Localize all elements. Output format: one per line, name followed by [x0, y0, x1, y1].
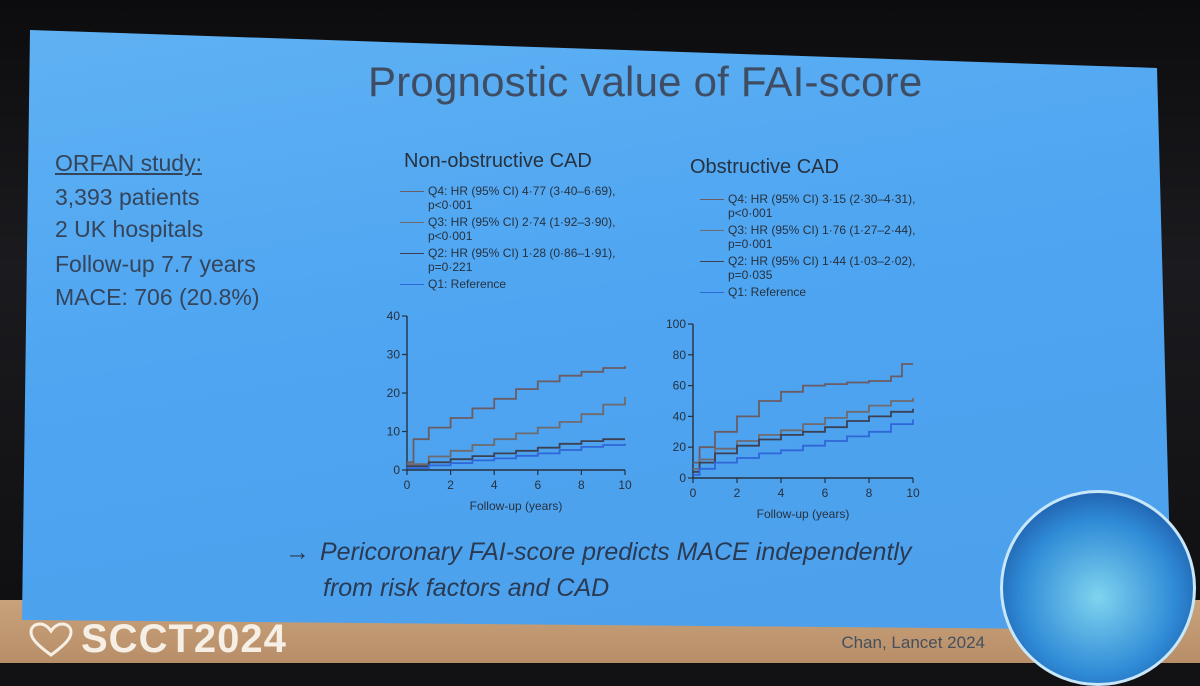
study-mace: MACE: 706 (20.8%): [55, 284, 260, 310]
x-tick-label: 0: [404, 478, 411, 492]
y-tick-label: 30: [387, 348, 401, 362]
x-tick-label: 6: [822, 486, 829, 500]
series-line-q2: [693, 408, 914, 473]
legend-label: Q4: HR (95% CI) 4·77 (3·40–6·69),: [428, 184, 616, 198]
conclusion-text: → Pericoronary FAI-score predicts MACE in…: [285, 534, 911, 606]
heart-emblem-icon: [1000, 490, 1196, 686]
slide-title: Prognostic value of FAI-score: [368, 58, 923, 105]
legend-item-q1: Q1: Reference: [400, 277, 615, 291]
x-tick-label: 8: [578, 478, 585, 492]
series-line-q1: [407, 443, 626, 469]
slide-panel: [22, 30, 1172, 630]
legend-item-q2: Q2: HR (95% CI) 1·44 (1·03–2·02), p=0·035: [700, 254, 915, 282]
x-axis-label: Follow-up (years): [470, 499, 563, 513]
legend-label-p: p<0·001: [728, 206, 773, 220]
study-followup: Follow-up 7.7 years: [55, 251, 256, 277]
x-tick-label: 2: [447, 478, 454, 492]
legend-item-q2: Q2: HR (95% CI) 1·28 (0·86–1·91), p=0·221: [400, 246, 615, 274]
y-tick-label: 0: [393, 463, 400, 477]
legend-label: Q2: HR (95% CI) 1·44 (1·03–2·02),: [728, 254, 916, 268]
x-tick-label: 0: [690, 486, 697, 500]
heart-outline-icon: [29, 622, 73, 657]
citation: Chan, Lancet 2024: [841, 633, 985, 652]
y-tick-label: 40: [673, 409, 687, 423]
series-line-q1: [693, 419, 914, 476]
legend-swatch-q1: [700, 292, 724, 293]
legend-swatch-q3: [700, 230, 724, 231]
legend-item-q1: Q1: Reference: [700, 285, 915, 299]
legend-item-q3: Q3: HR (95% CI) 1·76 (1·27–2·44), p=0·001: [700, 223, 915, 251]
legend-label: Q3: HR (95% CI) 1·76 (1·27–2·44),: [728, 223, 916, 237]
legend-swatch-q2: [400, 253, 424, 254]
legend-swatch-q4: [400, 191, 424, 192]
conclusion-line-2: from risk factors and CAD: [323, 574, 610, 602]
arrow-right-icon: →: [285, 538, 310, 566]
legend-label: Q3: HR (95% CI) 2·74 (1·92–3·90),: [428, 215, 616, 229]
series-line-q2: [407, 438, 625, 467]
legend-label-p: p<0·001: [428, 198, 473, 212]
scct-logo: SCCT2024: [25, 617, 287, 662]
y-tick-label: 0: [679, 471, 686, 485]
series-line-q4: [407, 366, 626, 464]
y-tick-label: 100: [666, 317, 686, 331]
legend-label: Q1: Reference: [728, 285, 807, 299]
legend-label-p: p=0·001: [728, 237, 773, 251]
legend-swatch-q2: [700, 261, 724, 262]
x-tick-label: 2: [734, 486, 741, 500]
x-tick-label: 10: [618, 478, 632, 492]
x-axis-label: Follow-up (years): [757, 507, 850, 521]
chart-title-obstructive: Obstructive CAD: [690, 156, 839, 178]
conclusion-line-1-text: Pericoronary FAI-score predicts MACE ind…: [320, 538, 912, 566]
legend-label: Q4: HR (95% CI) 3·15 (2·30–4·31),: [728, 192, 916, 206]
legend-label-p: p=0·035: [728, 268, 773, 282]
study-heading: ORFAN study:: [55, 150, 202, 176]
x-tick-label: 6: [534, 478, 541, 492]
legend-swatch-q1: [400, 284, 424, 285]
legend-swatch-q4: [700, 199, 724, 200]
series-line-q3: [693, 397, 914, 470]
chart-legend-non-obstructive: Q4: HR (95% CI) 4·77 (3·40–6·69), p<0·001…: [400, 184, 615, 294]
conclusion-line-1: → Pericoronary FAI-score predicts MACE in…: [285, 534, 911, 570]
chart-legend-obstructive: Q4: HR (95% CI) 3·15 (2·30–4·31), p<0·001…: [700, 192, 915, 302]
legend-label-p: p=0·221: [428, 260, 473, 274]
legend-item-q4: Q4: HR (95% CI) 3·15 (2·30–4·31), p<0·001: [700, 192, 915, 220]
y-tick-label: 80: [673, 348, 687, 362]
series-line-q3: [407, 396, 626, 466]
chart-title-non-obstructive: Non-obstructive CAD: [404, 150, 592, 172]
legend-item-q4: Q4: HR (95% CI) 4·77 (3·40–6·69), p<0·001: [400, 184, 615, 212]
legend-label: Q2: HR (95% CI) 1·28 (0·86–1·91),: [428, 246, 616, 260]
x-tick-label: 8: [866, 486, 873, 500]
x-tick-label: 4: [778, 486, 785, 500]
y-tick-label: 10: [387, 425, 401, 439]
x-tick-label: 4: [491, 478, 498, 492]
legend-label-p: p<0·001: [428, 229, 473, 243]
scct-logo-text: SCCT2024: [81, 617, 287, 661]
y-tick-label: 20: [673, 440, 687, 454]
study-hospitals: 2 UK hospitals: [55, 216, 204, 242]
y-tick-label: 20: [387, 386, 401, 400]
x-tick-label: 10: [906, 486, 920, 500]
y-tick-label: 40: [387, 309, 401, 323]
legend-label: Q1: Reference: [428, 277, 507, 291]
series-line-q4: [693, 363, 913, 464]
legend-swatch-q3: [400, 222, 424, 223]
study-patients: 3,393 patients: [55, 184, 200, 210]
legend-item-q3: Q3: HR (95% CI) 2·74 (1·92–3·90), p<0·001: [400, 215, 615, 243]
y-tick-label: 60: [673, 379, 687, 393]
